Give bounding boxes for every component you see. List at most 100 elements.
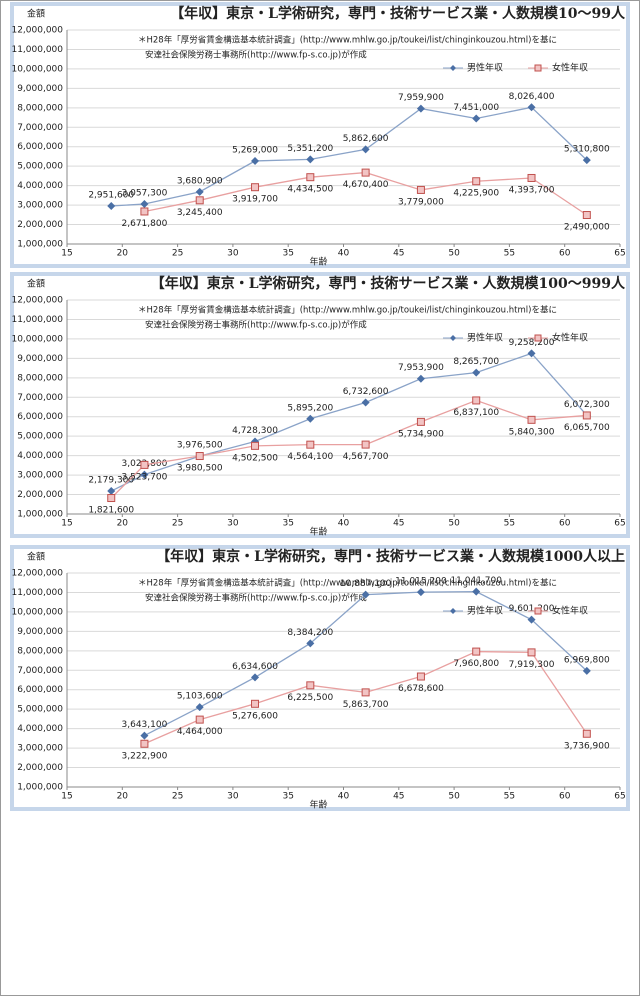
- chart-title: 【年収】東京・L学術研究，専門・技術サービス業・人数規模100～999人: [151, 275, 626, 292]
- x-tick-label: 40: [338, 249, 350, 259]
- data-label: 4,464,000: [177, 727, 223, 737]
- x-tick-label: 60: [559, 249, 571, 259]
- point-marker: [140, 460, 149, 469]
- point-marker: [361, 590, 370, 599]
- x-tick-label: 60: [559, 792, 571, 802]
- point-marker: [251, 183, 260, 192]
- y-tick-label: 3,000,000: [17, 201, 63, 211]
- x-tick-label: 25: [172, 249, 183, 259]
- data-label: 8,026,400: [509, 92, 555, 102]
- legend-marker: [534, 64, 542, 72]
- point-marker: [582, 211, 591, 220]
- data-label: 7,959,900: [398, 93, 444, 103]
- y-tick-label: 9,000,000: [17, 354, 63, 364]
- point-marker: [416, 185, 425, 194]
- x-tick-label: 15: [61, 249, 72, 259]
- annotation: 安達社会保険労務士事務所(http://www.fp-s.co.jp)が作成: [145, 593, 367, 604]
- point-marker: [306, 440, 315, 449]
- data-label: 3,736,900: [564, 741, 610, 751]
- data-label: 2,671,800: [122, 219, 168, 229]
- data-label: 2,951,600: [88, 191, 134, 201]
- data-label: 8,265,700: [453, 357, 499, 367]
- y-tick-label: 1,000,000: [17, 240, 63, 250]
- x-tick-label: 45: [393, 519, 404, 529]
- y-tick-label: 5,000,000: [17, 705, 63, 715]
- legend-label: 女性年収: [552, 332, 588, 344]
- point-marker: [140, 739, 149, 748]
- point-marker: [306, 173, 315, 182]
- point-marker: [416, 104, 425, 113]
- annotation: ＊H28年「厚労省賃金構造基本統計調査」(http://www.mhlw.go.…: [138, 578, 557, 589]
- y-tick-label: 2,000,000: [17, 490, 63, 500]
- legend-marker: [450, 335, 456, 341]
- point-marker: [251, 699, 260, 708]
- series-line: [110, 399, 587, 499]
- y-axis-label: 金額: [27, 551, 45, 563]
- point-marker: [472, 587, 481, 596]
- annotation: 安達社会保険労務士事務所(http://www.fp-s.co.jp)が作成: [145, 50, 367, 61]
- data-label: 6,634,600: [232, 662, 278, 672]
- legend-label: 女性年収: [552, 62, 588, 74]
- y-axis-label: 金額: [27, 278, 45, 290]
- y-tick-label: 6,000,000: [17, 142, 63, 152]
- point-marker: [472, 177, 481, 186]
- point-marker: [472, 647, 481, 656]
- y-tick-label: 10,000,000: [11, 334, 63, 344]
- y-tick-label: 4,000,000: [17, 724, 63, 734]
- data-label: 7,919,300: [509, 660, 555, 670]
- point-marker: [251, 156, 260, 165]
- point-marker: [582, 411, 591, 420]
- y-tick-label: 8,000,000: [17, 646, 63, 656]
- data-label: 3,222,900: [122, 751, 168, 761]
- data-label: 4,393,700: [509, 185, 555, 195]
- point-marker: [306, 155, 315, 164]
- point-marker: [582, 156, 591, 165]
- point-marker: [527, 349, 536, 358]
- data-label: 2,179,300: [88, 476, 134, 486]
- point-marker: [107, 494, 116, 503]
- data-label: 4,434,500: [287, 185, 333, 195]
- data-label: 5,863,700: [343, 700, 389, 710]
- data-label: 11,015,200: [395, 577, 447, 587]
- data-label: 3,976,500: [177, 441, 223, 451]
- data-label: 3,057,300: [122, 188, 168, 198]
- data-label: 7,451,000: [453, 103, 499, 113]
- x-tick-label: 25: [172, 519, 183, 529]
- y-axis-label: 金額: [27, 8, 45, 20]
- point-marker: [527, 103, 536, 112]
- x-tick-label: 65: [614, 249, 625, 259]
- data-label: 5,895,200: [287, 403, 333, 413]
- data-label: 6,225,500: [287, 693, 333, 703]
- point-marker: [195, 703, 204, 712]
- point-marker: [195, 715, 204, 724]
- data-label: 6,969,800: [564, 655, 610, 665]
- point-marker: [416, 672, 425, 681]
- data-label: 11,041,700: [450, 576, 502, 586]
- y-tick-label: 4,000,000: [17, 181, 63, 191]
- data-label: 6,837,100: [453, 408, 499, 418]
- data-label: 4,567,700: [343, 452, 389, 462]
- data-label: 4,564,100: [287, 452, 333, 462]
- x-tick-label: 65: [614, 519, 625, 529]
- point-marker: [361, 145, 370, 154]
- data-label: 3,980,500: [177, 464, 223, 474]
- x-tick-label: 20: [117, 792, 129, 802]
- data-label: 7,960,800: [453, 659, 499, 669]
- data-label: 9,601,200: [509, 604, 555, 614]
- legend-marker: [534, 607, 542, 615]
- data-label: 3,680,900: [177, 176, 223, 186]
- data-label: 3,643,100: [122, 720, 168, 730]
- y-tick-label: 1,000,000: [17, 783, 63, 793]
- point-marker: [306, 681, 315, 690]
- point-marker: [140, 470, 149, 479]
- x-tick-label: 55: [504, 249, 515, 259]
- point-marker: [140, 207, 149, 216]
- data-label: 6,065,700: [564, 423, 610, 433]
- series-line: [111, 106, 588, 207]
- legend-label: 男性年収: [467, 332, 503, 344]
- data-label: 5,269,000: [232, 145, 278, 155]
- x-tick-label: 60: [559, 519, 571, 529]
- x-tick-label: 45: [393, 792, 404, 802]
- y-tick-label: 3,000,000: [17, 471, 63, 481]
- x-tick-label: 55: [504, 792, 515, 802]
